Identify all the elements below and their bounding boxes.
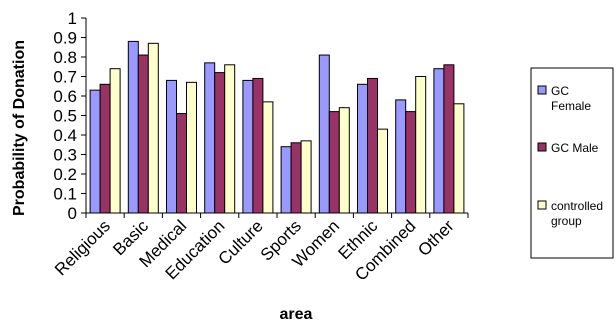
plot-area	[85, 18, 468, 214]
bar-controlled-group-basic	[147, 42, 159, 214]
bar-controlled-group-combined	[415, 76, 427, 214]
legend-swatch	[537, 200, 547, 210]
bar-gc-female-women	[318, 54, 330, 214]
bar-gc-male-religious	[99, 83, 111, 214]
legend-label: GC Male	[551, 141, 599, 155]
bar-gc-male-basic	[137, 54, 149, 214]
legend-swatch	[537, 85, 547, 95]
y-tick-label: 0.4	[53, 126, 77, 145]
bar-gc-male-other	[443, 64, 455, 214]
y-tick-label: 1	[68, 9, 77, 28]
legend-label: controlled	[551, 199, 603, 213]
bar-gc-female-basic	[127, 40, 139, 214]
y-tick-label: 0.7	[53, 68, 77, 87]
bar-gc-female-education	[204, 62, 216, 214]
bar-gc-male-combined	[405, 111, 417, 214]
bar-gc-male-culture	[252, 77, 264, 214]
y-tick-label: 0	[68, 204, 77, 223]
x-tick-label: Religious	[51, 216, 114, 279]
legend-label: GC	[551, 84, 569, 98]
bar-gc-female-religious	[89, 89, 101, 214]
legend-box	[530, 67, 614, 259]
legend-label: Female	[551, 99, 591, 113]
bar-gc-female-medical	[166, 79, 177, 214]
y-tick-label: 0.1	[53, 185, 77, 204]
y-axis-title: Probability of Donation	[11, 40, 28, 216]
bar-gc-female-other	[433, 68, 445, 214]
bar-controlled-group-sports	[300, 140, 312, 214]
bar-gc-female-ethnic	[357, 83, 368, 214]
bar-gc-male-ethnic	[367, 77, 378, 214]
bar-gc-male-sports	[290, 142, 302, 214]
bar-controlled-group-ethnic	[377, 128, 388, 214]
bar-controlled-group-religious	[109, 68, 121, 214]
bar-gc-male-women	[328, 111, 340, 214]
bar-gc-female-sports	[280, 146, 292, 214]
y-tick-label: 0.9	[53, 29, 77, 48]
bar-gc-female-culture	[242, 79, 254, 214]
bar-gc-female-combined	[395, 99, 407, 214]
y-tick-label: 0.3	[53, 146, 77, 165]
bar-controlled-group-medical	[186, 81, 197, 214]
y-axis-ticks: 00.10.20.30.40.50.60.70.80.91	[53, 9, 86, 223]
bar-controlled-group-culture	[262, 101, 274, 214]
y-tick-label: 0.6	[53, 87, 77, 106]
legend-swatch	[537, 142, 547, 152]
bar-controlled-group-women	[338, 107, 350, 214]
x-axis-ticks: ReligiousBasicMedicalEducationCultureSpo…	[51, 213, 469, 285]
y-tick-label: 0.5	[53, 107, 77, 126]
bar-controlled-group-education	[224, 64, 236, 214]
legend-label: group	[551, 214, 582, 228]
x-axis-title: area	[280, 306, 313, 323]
y-tick-label: 0.8	[53, 48, 77, 67]
bar-controlled-group-other	[453, 103, 465, 214]
y-tick-label: 0.2	[53, 165, 77, 184]
x-tick-label: Other	[414, 216, 458, 260]
bar-gc-male-education	[214, 72, 226, 214]
bar-gc-male-medical	[176, 113, 187, 214]
